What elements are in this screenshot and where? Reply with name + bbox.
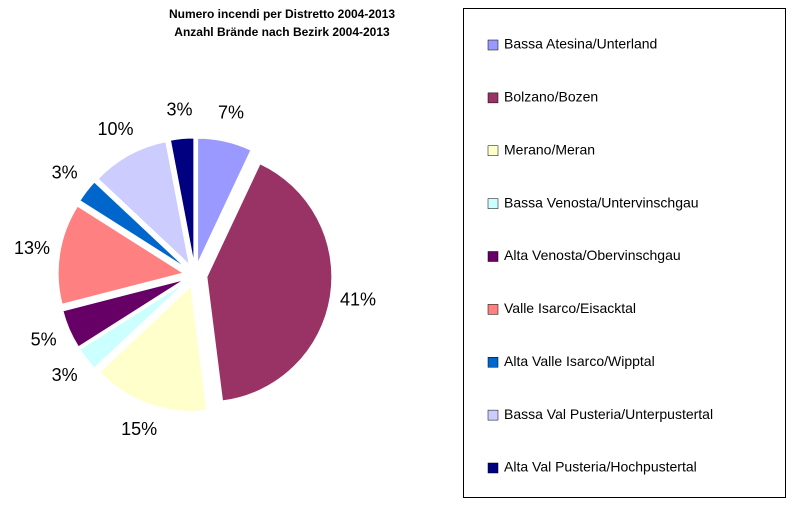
pie-slice [79,281,186,369]
legend-swatch [487,251,499,262]
pie-slice [99,285,208,412]
legend-label: Merano/Meran [504,141,595,157]
chart-title: Numero incendi per Distretto 2004-2013 [169,7,395,21]
legend-label: Bolzano/Bozen [504,89,598,105]
pie-slice [62,279,185,348]
pie-slice [169,137,195,264]
pie-slice [57,205,185,305]
legend-box [463,8,786,498]
data-label: 7% [218,103,244,123]
legend-label: Alta Valle Isarco/Wipptal [504,353,655,369]
legend-label: Alta Val Pusteria/Hochpustertal [504,459,697,475]
data-label: 15% [121,419,157,439]
data-label: 13% [14,238,50,258]
legend-label: Bassa Val Pusteria/Unterpustertal [504,406,713,422]
legend-swatch [487,357,499,368]
pie-slice [206,163,333,402]
chart-subtitle: Anzahl Brände nach Bezirk 2004-2013 [174,25,390,39]
data-label: 5% [31,329,57,349]
legend-label: Bassa Atesina/Unterland [504,36,657,52]
legend-swatch [487,92,499,104]
data-label: 10% [97,119,133,139]
legend-swatch [487,145,499,156]
legend-swatch [487,409,499,421]
data-label: 3% [52,163,78,183]
data-label: 3% [166,99,192,119]
legend-label: Alta Venosta/Obervinschgau [504,247,681,263]
legend-swatch [487,462,499,474]
data-label: 3% [52,365,78,385]
legend-swatch [487,39,499,51]
legend-label: Valle Isarco/Eisacktal [504,300,636,316]
pie-slice [197,137,252,264]
data-label: 41% [340,290,376,310]
legend-swatch [487,304,499,315]
legend-label: Bassa Venosta/Untervinschgau [504,194,699,210]
pie-slice [79,181,186,269]
legend-swatch [487,198,499,209]
pie-slice [97,141,190,266]
